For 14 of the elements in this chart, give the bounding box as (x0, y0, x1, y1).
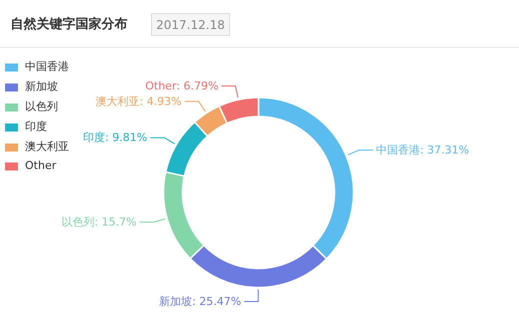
data-label: 中国香港: 37.31% (376, 144, 470, 157)
legend-label: Other (25, 159, 56, 172)
data-label: 澳大利亚: 4.93% (95, 94, 182, 108)
data-label: 印度: 9.81% (83, 131, 148, 144)
legend-label: 澳大利亚 (25, 139, 69, 154)
data-label: 以色列: 15.7% (61, 216, 137, 229)
legend-label: 印度 (25, 119, 47, 134)
data-label: 新加坡: 25.47% (159, 295, 242, 308)
legend-label: 中国香港 (25, 59, 69, 74)
data-label: Other: 6.79% (145, 79, 218, 92)
legend-label: 以色列 (25, 99, 58, 114)
legend-label: 新加坡 (25, 79, 58, 94)
chart-title: 自然关键字国家分布 (10, 16, 128, 32)
chart-subtitle: 2017.12.18 (156, 18, 225, 32)
